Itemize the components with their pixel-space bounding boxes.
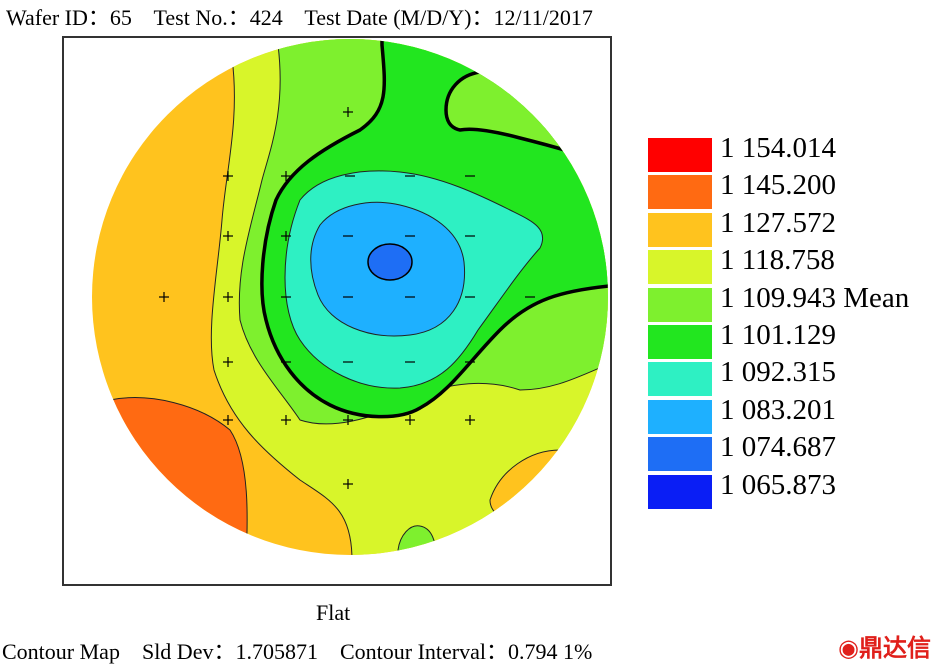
- legend-swatch: [648, 399, 712, 434]
- test-date: Test Date (M/D/Y)：12/11/2017: [304, 5, 593, 30]
- legend-swatch: [648, 437, 712, 472]
- wafer-id: Wafer ID：65: [6, 5, 132, 30]
- legend-swatch: [648, 362, 712, 397]
- legend-swatch: [648, 325, 712, 359]
- test-number: Test No.：424: [153, 5, 283, 30]
- legend-label: 1 154.014: [720, 132, 836, 164]
- footer-line: Contour Map Sld Dev：1.705871 Contour Int…: [2, 634, 592, 666]
- legend-label: 1 092.315: [720, 356, 836, 389]
- legend-label: 1 145.200: [720, 169, 836, 202]
- legend-swatch: [648, 250, 712, 285]
- flat-label: Flat: [316, 600, 351, 625]
- watermark-text: 鼎达信: [858, 634, 931, 662]
- header-line: Wafer ID：65 Test No.：424 Test Date (M/D/…: [6, 0, 593, 32]
- map-type: Contour Map: [2, 639, 120, 664]
- legend-label: 1 101.129: [720, 319, 836, 351]
- legend-label: 1 109.943 Mean: [720, 281, 910, 314]
- region-1145: [92, 397, 248, 555]
- legend-label: 1 074.687: [720, 431, 836, 464]
- legend-swatch: [648, 474, 712, 509]
- legend-label: 1 065.873: [720, 468, 836, 501]
- region-1074: [367, 243, 413, 281]
- legend-label: 1 127.572: [720, 206, 836, 239]
- watermark-icon: ◉: [838, 634, 859, 662]
- std-dev: Sld Dev：1.705871: [141, 639, 318, 664]
- watermark-logo: ◉鼎达信: [838, 628, 931, 663]
- legend-label: 1 118.758: [720, 244, 835, 277]
- contour-interval: Contour Interval：0.794 1%: [339, 639, 593, 664]
- legend-swatch: [648, 138, 712, 172]
- legend-swatch: [648, 287, 712, 322]
- legend-swatch: [648, 175, 712, 210]
- legend-label: 1 083.201: [720, 393, 836, 426]
- legend-swatch: [648, 212, 712, 247]
- wafer-contour-map: [92, 39, 608, 555]
